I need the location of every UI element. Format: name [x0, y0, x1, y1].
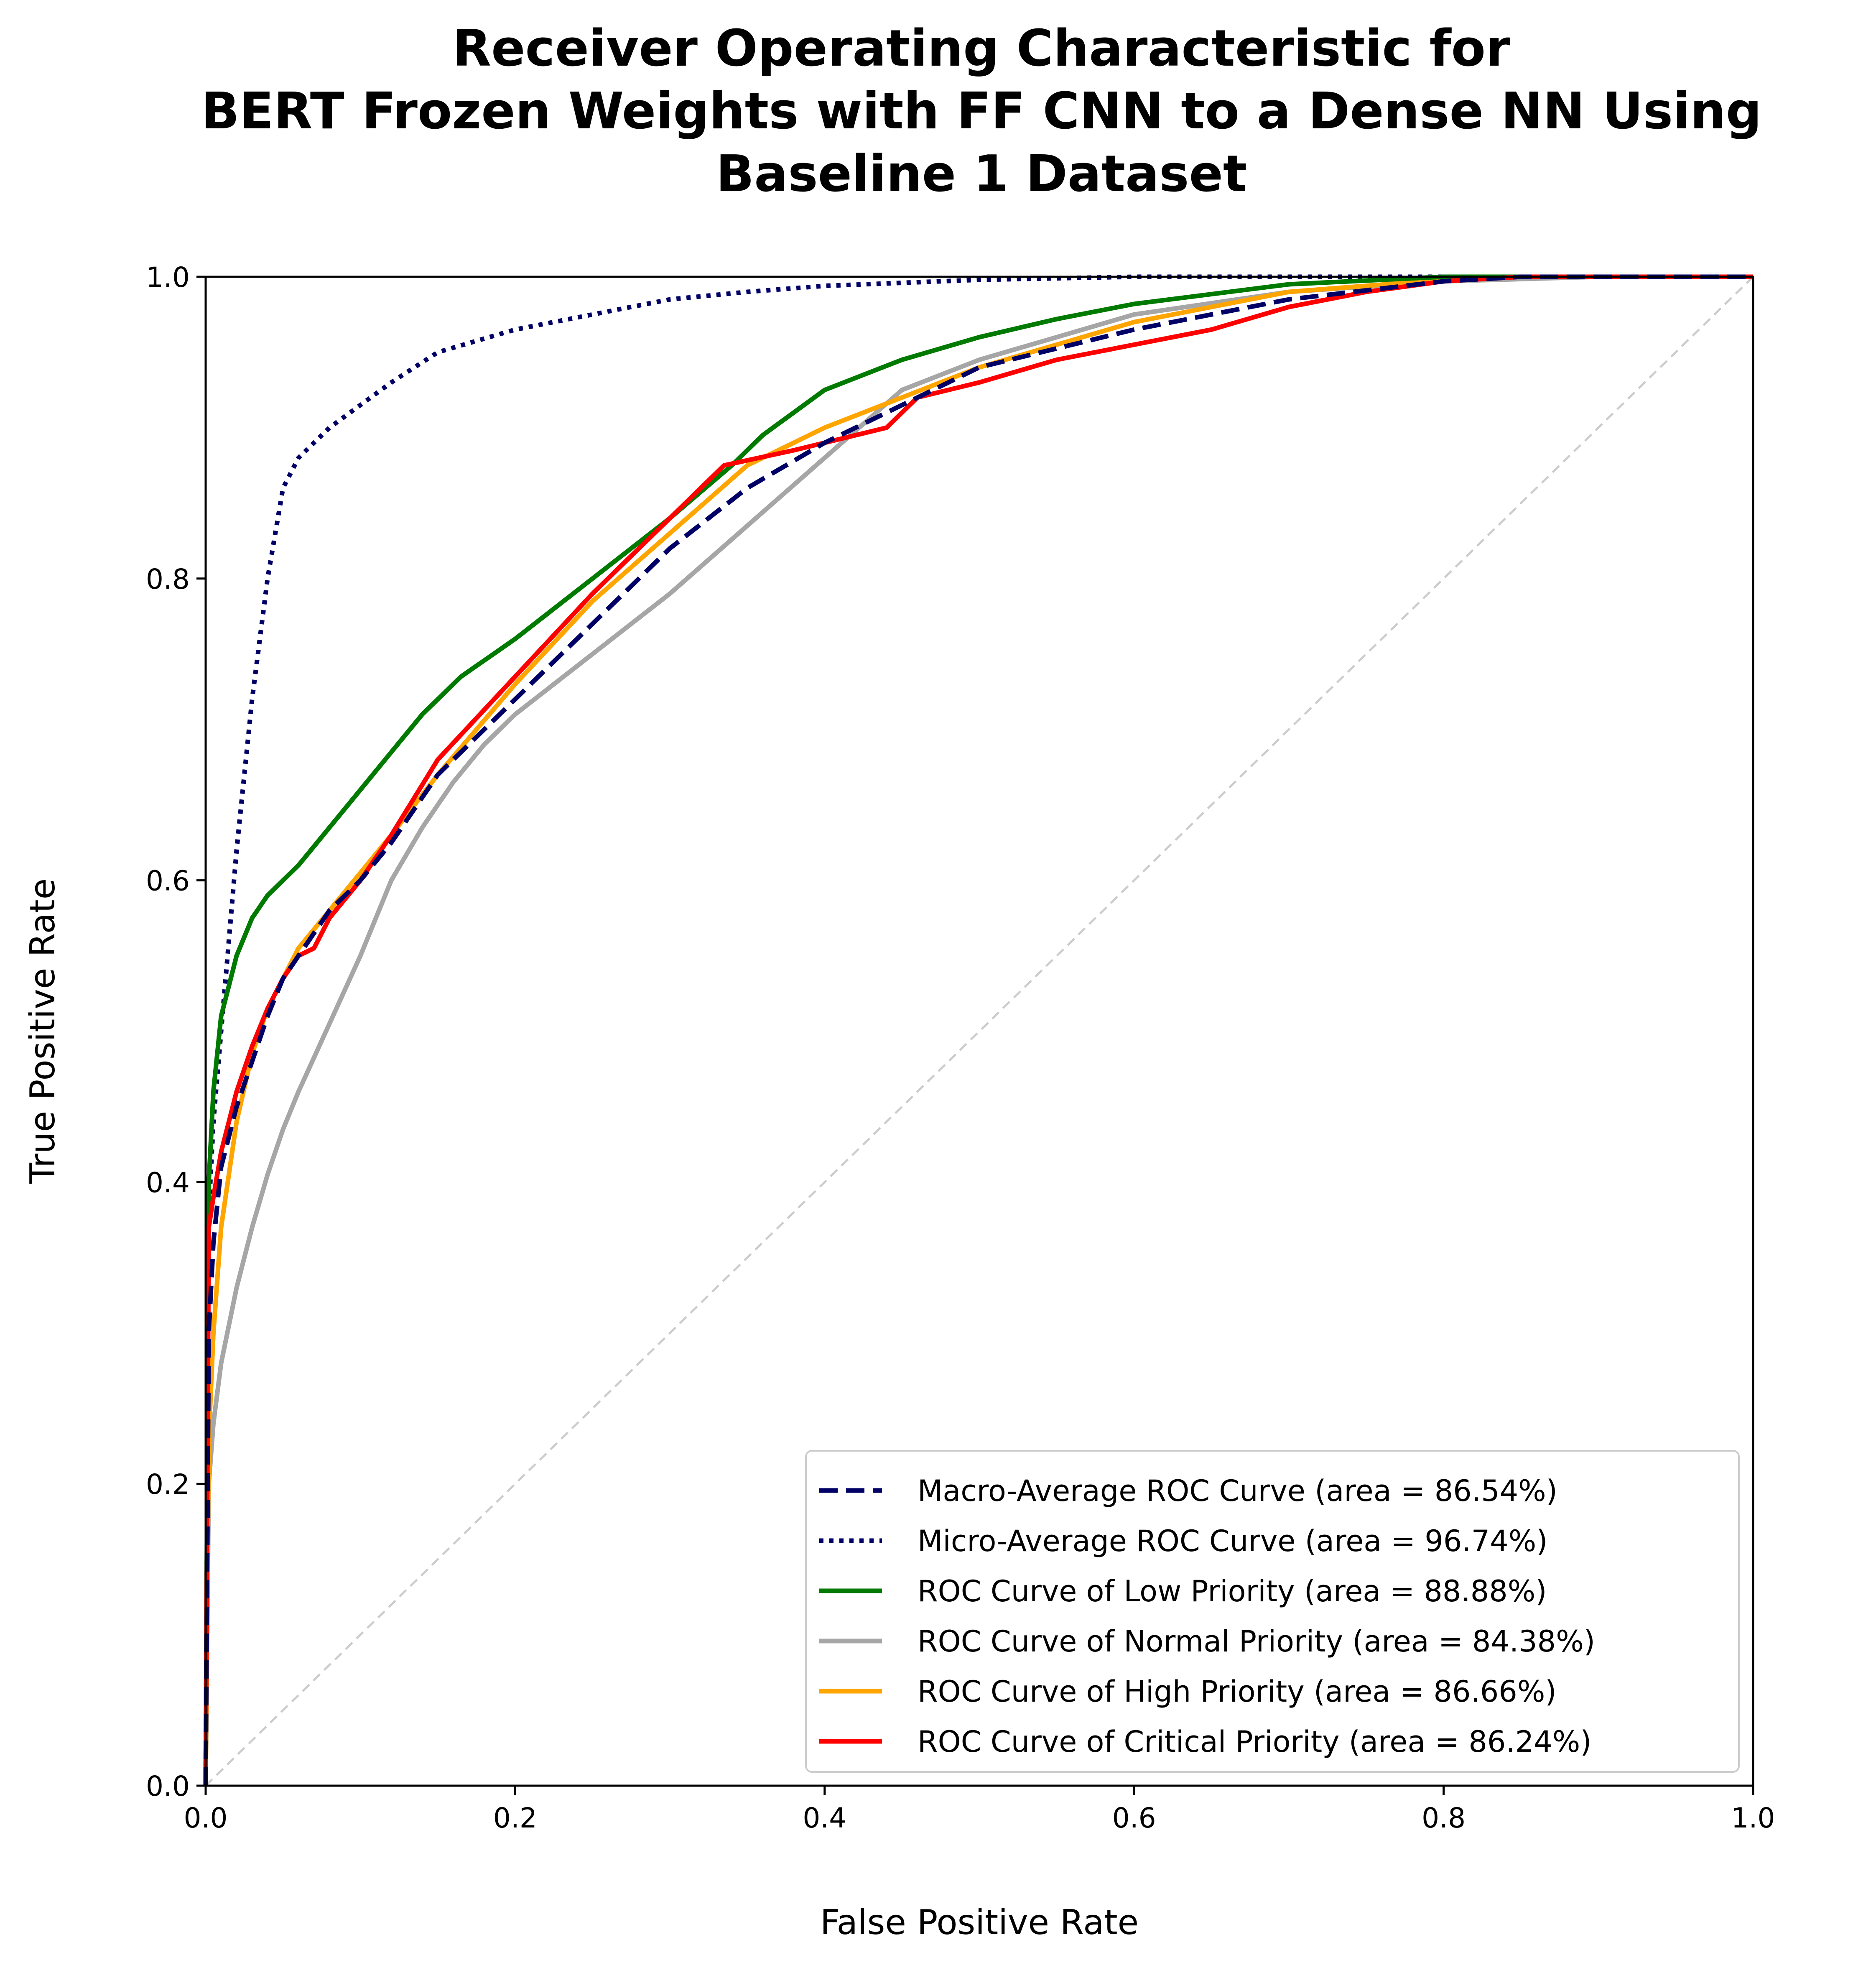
plot-area — [203, 274, 1754, 1787]
y-tick-label: 0.8 — [146, 563, 190, 595]
x-axis-label: False Positive Rate — [820, 1903, 1139, 1942]
series-line-3 — [203, 274, 1753, 1786]
legend: Macro-Average ROC Curve (area = 86.54%) M… — [805, 1450, 1740, 1773]
y-tick-label: 0.4 — [146, 1166, 190, 1199]
x-tick-label: 0.4 — [803, 1802, 846, 1834]
x-tick-label: 1.0 — [1731, 1802, 1775, 1834]
y-tick-label: 0.2 — [146, 1468, 190, 1501]
series-line-1 — [203, 274, 1753, 1786]
legend-label-4: ROC Curve of High Priority (area = 86.66… — [918, 1674, 1557, 1709]
y-tick-label: 1.0 — [146, 261, 190, 294]
x-tick-label: 0.0 — [184, 1802, 228, 1834]
chart-title-line-2: BERT Frozen Weights with FF CNN to a Den… — [201, 82, 1761, 140]
x-tick-label: 0.8 — [1422, 1802, 1466, 1834]
legend-label-2: ROC Curve of Low Priority (area = 88.88%… — [918, 1574, 1547, 1608]
series-line-0 — [203, 274, 1753, 1786]
chart-title-line-3: Baseline 1 Dataset — [716, 145, 1247, 203]
y-tick-label: 0.6 — [146, 865, 190, 897]
x-tick-label: 0.2 — [493, 1802, 537, 1834]
y-tick-label: 0.0 — [146, 1770, 190, 1802]
y-axis-label: True Positive Rate — [23, 878, 63, 1184]
legend-frame — [805, 1450, 1740, 1773]
x-tick-label: 0.6 — [1112, 1802, 1156, 1834]
legend-label-1: Micro-Average ROC Curve (area = 96.74%) — [918, 1524, 1548, 1558]
legend-label-5: ROC Curve of Critical Priority (area = 8… — [918, 1725, 1592, 1759]
legend-entries: Macro-Average ROC Curve (area = 86.54%) M… — [819, 1474, 1595, 1759]
series-line-5 — [203, 274, 1753, 1786]
axis-ticks: 0.0 0.2 0.4 0.6 0.8 1.0 0.0 0.2 0.4 0.6 0.8 1.0 — [146, 261, 1775, 1834]
legend-label-3: ROC Curve of Normal Priority (area = 84.… — [918, 1624, 1595, 1659]
plot-frame — [204, 276, 1754, 1787]
series-line-2 — [203, 274, 1753, 1786]
chart-title-line-1: Receiver Operating Characteristic for — [453, 20, 1511, 78]
legend-label-0: Macro-Average ROC Curve (area = 86.54%) — [918, 1474, 1557, 1508]
